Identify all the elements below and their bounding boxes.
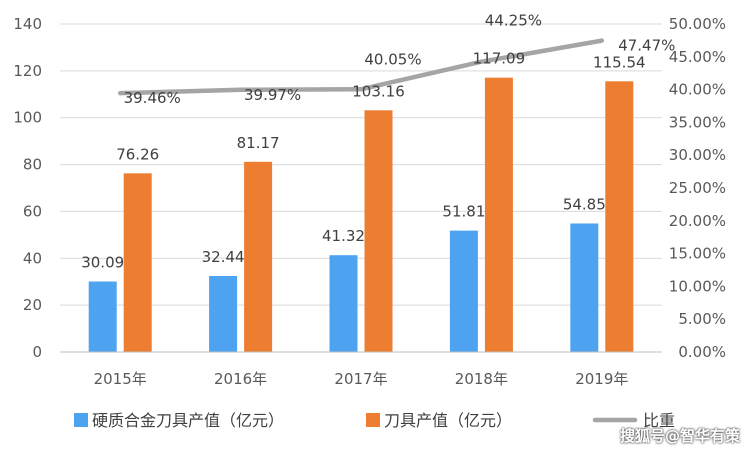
y-right-tick-label: 20.00% <box>669 212 726 230</box>
y-left-tick-label: 140 <box>13 15 42 33</box>
bar <box>209 275 238 352</box>
line-point <box>359 87 363 91</box>
data-labels: 30.09 32.44 41.32 51.81 54.85 76.26 81.17 103.1… <box>81 12 675 272</box>
y-left-tick-label: 120 <box>13 62 42 80</box>
line-data-label: 39.46% <box>124 89 181 107</box>
line-point <box>239 88 243 92</box>
y-right-tick-label: 45.00% <box>669 48 726 66</box>
y-right-tick-label: 15.00% <box>669 245 726 263</box>
line-data-label: 40.05% <box>364 50 421 68</box>
legend-item: 刀具产值（亿元） <box>366 411 512 430</box>
x-tick-label: 2015年 <box>94 370 147 388</box>
legend-label: 硬质合金刀具产值（亿元） <box>92 411 284 430</box>
line-point <box>600 39 604 43</box>
line-data-label: 44.25% <box>485 12 542 30</box>
legend-label: 刀具产值（亿元） <box>384 411 512 430</box>
bar <box>364 110 393 353</box>
legend-item: 比重 <box>592 411 675 430</box>
line-point <box>118 91 122 95</box>
x-tick-label: 2016年 <box>214 370 267 388</box>
bar <box>244 161 273 352</box>
bar-data-label: 30.09 <box>81 254 124 272</box>
y-right-tick-label: 40.00% <box>669 81 726 99</box>
bar-data-label: 51.81 <box>442 203 485 221</box>
x-tick-label: 2018年 <box>455 370 508 388</box>
bar <box>484 77 513 352</box>
y-left-tick-label: 20 <box>23 296 42 314</box>
bar-data-label: 81.17 <box>237 134 280 152</box>
bar-series <box>88 77 634 353</box>
bar <box>449 230 478 352</box>
bar <box>123 173 152 352</box>
line-point <box>479 60 483 64</box>
line-data-label: 39.97% <box>244 86 301 104</box>
y-left-tick-label: 40 <box>23 249 42 267</box>
y-right-tick-label: 0.00% <box>678 343 726 361</box>
bar <box>570 223 599 352</box>
legend-item: 硬质合金刀具产值（亿元） <box>74 411 284 430</box>
gridlines <box>60 23 662 353</box>
line-data-label: 47.47% <box>618 37 675 55</box>
y-right-tick-label: 10.00% <box>669 277 726 295</box>
y-right-tick-label: 30.00% <box>669 146 726 164</box>
y-right-tick-label: 35.00% <box>669 113 726 131</box>
bar-data-label: 41.32 <box>322 227 365 245</box>
x-axis: 2015年 2016年 2017年 2018年 2019年 <box>60 351 662 388</box>
y-left-tick-label: 0 <box>32 343 42 361</box>
line-series <box>117 38 605 96</box>
bar <box>329 255 358 352</box>
x-tick-label: 2019年 <box>575 370 628 388</box>
bar-data-label: 103.16 <box>352 82 405 100</box>
bar-data-label: 76.26 <box>116 145 159 163</box>
bar-data-label: 115.54 <box>593 53 646 71</box>
bar <box>605 81 634 353</box>
y-left-tick-label: 100 <box>13 109 42 127</box>
y-right-tick-label: 50.00% <box>669 15 726 33</box>
y-left-tick-label: 80 <box>23 156 42 174</box>
bar-data-label: 117.09 <box>473 50 526 68</box>
legend-swatch <box>366 413 380 427</box>
x-tick-label: 2017年 <box>334 370 387 388</box>
bar-data-label: 32.44 <box>202 248 245 266</box>
legend: 硬质合金刀具产值（亿元） 刀具产值（亿元） 比重 <box>74 411 675 430</box>
bar-data-label: 54.85 <box>563 195 606 213</box>
y-axis-left: 0 20 40 60 80 100 120 140 <box>13 15 42 361</box>
legend-label: 比重 <box>643 411 675 430</box>
y-right-tick-label: 5.00% <box>678 310 726 328</box>
y-right-tick-label: 25.00% <box>669 179 726 197</box>
legend-swatch <box>74 413 88 427</box>
y-axis-right: 0.00% 5.00% 10.00% 15.00% 20.00% 25.00% 30.00%… <box>669 15 726 361</box>
bar <box>88 281 117 352</box>
y-left-tick-label: 60 <box>23 202 42 220</box>
watermark: 搜狐号@智华有策 <box>619 427 740 445</box>
